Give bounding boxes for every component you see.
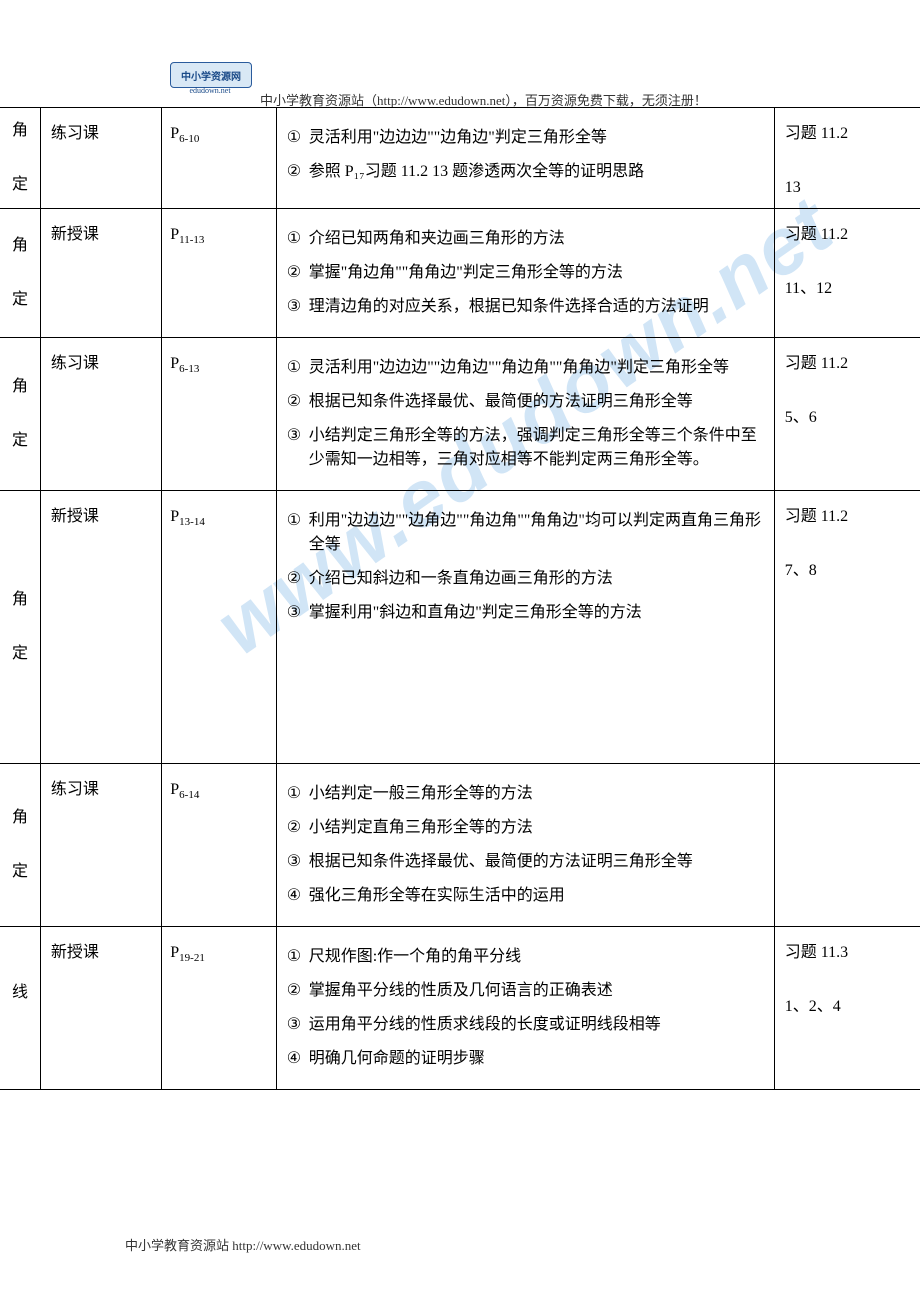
table-row: 角定练习课P6-10①灵活利用"边边边""边角边"判定三角形全等②参照 P₁₇习… <box>0 108 920 209</box>
lesson-type-cell: 新授课 <box>40 927 161 1090</box>
homework-cell: 习题 11.31、2、4 <box>774 927 920 1090</box>
table-row: 角定新授课P13-14①利用"边边边""边角边""角边角""角角边"均可以判定两… <box>0 491 920 764</box>
table-row: 角定练习课P6-13①灵活利用"边边边""边角边""角边角""角角边"判定三角形… <box>0 338 920 491</box>
homework-cell: 习题 11.213 <box>774 108 920 209</box>
homework-cell: 习题 11.25、6 <box>774 338 920 491</box>
pages-cell: P6-14 <box>162 764 276 927</box>
lesson-type-cell: 练习课 <box>40 764 161 927</box>
homework-cell: 习题 11.27、8 <box>774 491 920 764</box>
pages-cell: P19-21 <box>162 927 276 1090</box>
site-logo-sub: edudown.net <box>170 86 250 95</box>
lesson-plan-table: 角定练习课P6-10①灵活利用"边边边""边角边"判定三角形全等②参照 P₁₇习… <box>0 107 920 1090</box>
content-cell: ①尺规作图:作一个角的角平分线②掌握角平分线的性质及几何语言的正确表述③运用角平… <box>276 927 774 1090</box>
content-cell: ①小结判定一般三角形全等的方法②小结判定直角三角形全等的方法③根据已知条件选择最… <box>276 764 774 927</box>
topic-cell: 角定 <box>0 338 40 491</box>
homework-cell: 习题 11.211、12 <box>774 209 920 338</box>
topic-cell: 角定 <box>0 491 40 764</box>
page-header: 中小学资源网 edudown.net 中小学教育资源站（http://www.e… <box>170 62 890 102</box>
content-cell: ①灵活利用"边边边""边角边"判定三角形全等②参照 P₁₇习题 11.2 13 … <box>276 108 774 209</box>
lesson-type-cell: 练习课 <box>40 338 161 491</box>
table-row: 角定新授课P11-13①介绍已知两角和夹边画三角形的方法②掌握"角边角""角角边… <box>0 209 920 338</box>
lesson-type-cell: 新授课 <box>40 491 161 764</box>
lesson-type-cell: 练习课 <box>40 108 161 209</box>
topic-cell: 角定 <box>0 209 40 338</box>
lesson-type-cell: 新授课 <box>40 209 161 338</box>
page-footer: 中小学教育资源站 http://www.edudown.net <box>125 1235 361 1254</box>
pages-cell: P6-13 <box>162 338 276 491</box>
topic-cell: 角定 <box>0 108 40 209</box>
content-cell: ①利用"边边边""边角边""角边角""角角边"均可以判定两直角三角形全等②介绍已… <box>276 491 774 764</box>
table-row: 线新授课P19-21①尺规作图:作一个角的角平分线②掌握角平分线的性质及几何语言… <box>0 927 920 1090</box>
site-logo: 中小学资源网 <box>170 62 252 88</box>
homework-cell <box>774 764 920 927</box>
table-row: 角定练习课P6-14①小结判定一般三角形全等的方法②小结判定直角三角形全等的方法… <box>0 764 920 927</box>
pages-cell: P6-10 <box>162 108 276 209</box>
content-cell: ①灵活利用"边边边""边角边""角边角""角角边"判定三角形全等②根据已知条件选… <box>276 338 774 491</box>
page: 中小学资源网 edudown.net 中小学教育资源站（http://www.e… <box>0 0 920 1302</box>
content-cell: ①介绍已知两角和夹边画三角形的方法②掌握"角边角""角角边"判定三角形全等的方法… <box>276 209 774 338</box>
topic-cell: 线 <box>0 927 40 1090</box>
topic-cell: 角定 <box>0 764 40 927</box>
pages-cell: P13-14 <box>162 491 276 764</box>
pages-cell: P11-13 <box>162 209 276 338</box>
